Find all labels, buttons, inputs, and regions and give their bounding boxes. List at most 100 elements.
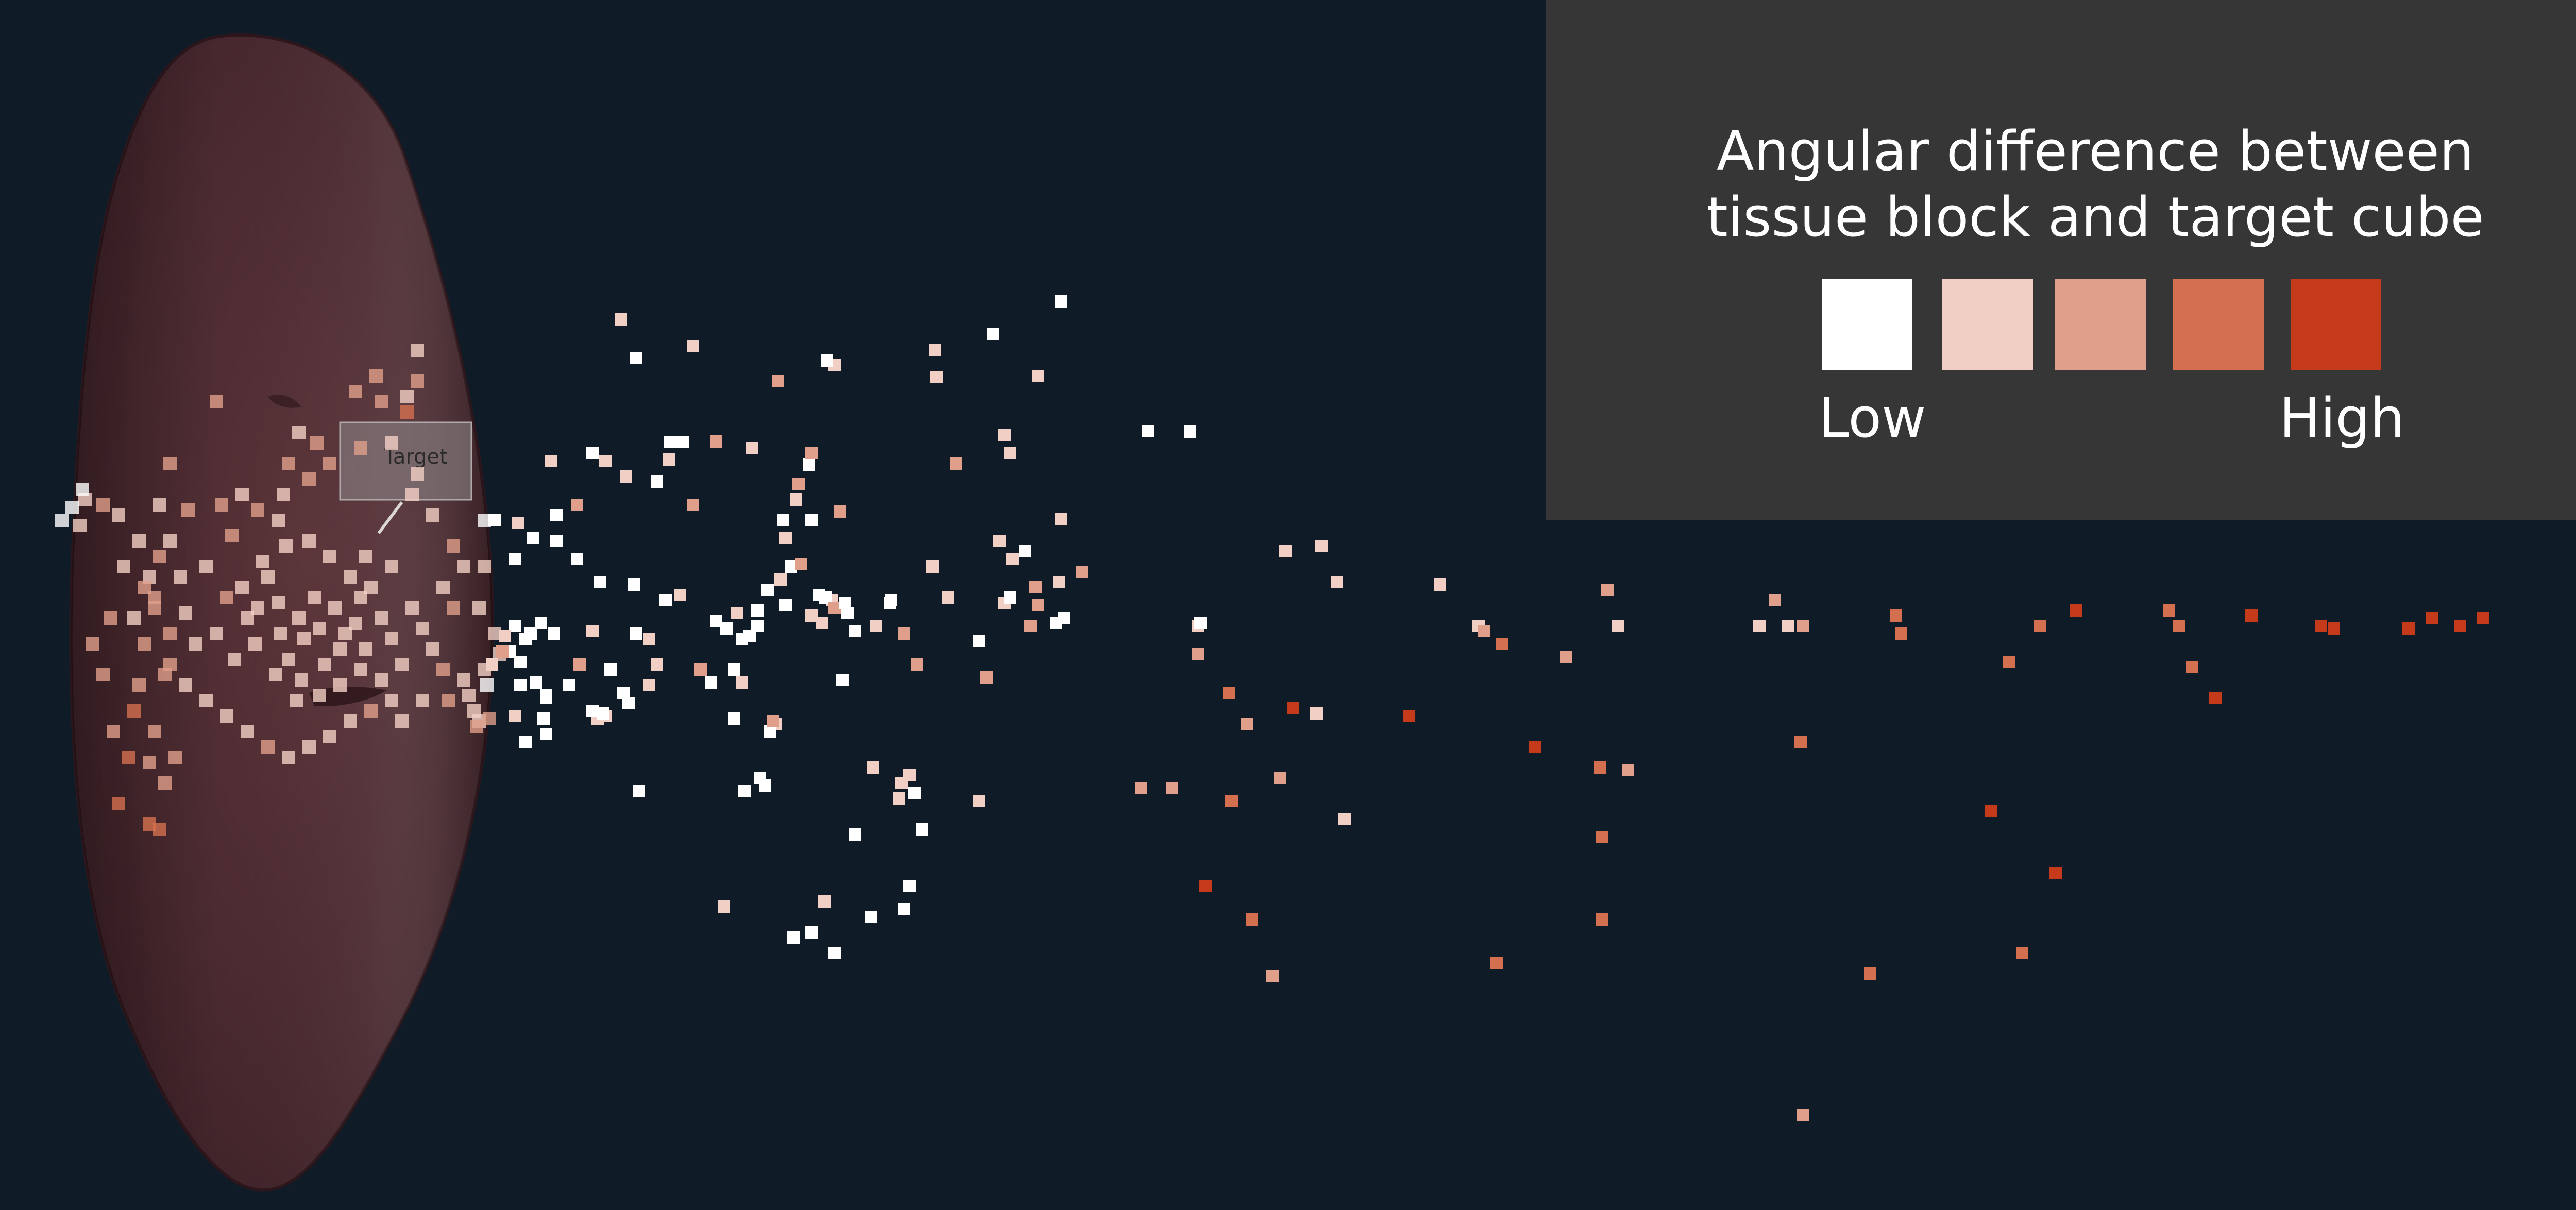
cluster-block-37 <box>235 581 249 594</box>
tissue-block-27 <box>1019 545 1031 557</box>
tissue-block-164 <box>530 676 542 689</box>
tissue-block-48 <box>908 787 921 799</box>
cluster-block-92 <box>220 709 233 723</box>
tissue-block-174 <box>643 679 655 691</box>
legend-title: Angular difference between tissue block … <box>1546 118 2576 250</box>
cluster-block-19 <box>338 627 352 640</box>
tissue-block-12 <box>676 436 689 448</box>
tissue-block-71 <box>1194 617 1207 629</box>
cluster-block-89 <box>282 751 295 764</box>
tissue-block-197 <box>599 455 612 467</box>
tissue-block-73 <box>1223 687 1235 699</box>
tissue-block-1 <box>615 313 627 326</box>
tissue-block-30 <box>1053 576 1065 588</box>
tissue-block-120 <box>1985 805 1997 817</box>
tissue-block-151 <box>849 625 861 637</box>
tissue-block-49 <box>916 823 928 836</box>
tissue-block-110 <box>2245 609 2258 622</box>
cluster-block-61 <box>199 560 213 573</box>
tissue-block-47 <box>903 769 916 781</box>
cluster-block-45 <box>132 678 146 692</box>
cluster-block-124 <box>292 426 306 439</box>
cluster-block-123 <box>400 390 414 403</box>
legend-low-label: Low <box>1819 386 1926 450</box>
organ-notch-mark <box>268 395 301 408</box>
cluster-block-106 <box>132 534 146 548</box>
tissue-block-34 <box>628 578 640 591</box>
cluster-block-59 <box>127 611 141 625</box>
tissue-block-19 <box>834 505 846 518</box>
tissue-block-137 <box>790 493 802 506</box>
cluster-block-11 <box>261 570 275 584</box>
tissue-block-155 <box>942 591 954 604</box>
cluster-block-94 <box>179 678 192 692</box>
cluster-block-121 <box>369 369 383 383</box>
tissue-block-102 <box>1794 736 1807 748</box>
cluster-block-2 <box>323 550 336 563</box>
tissue-block-119 <box>2209 692 2222 704</box>
cluster-block-117 <box>148 601 161 615</box>
cluster-block-98 <box>228 653 241 666</box>
cluster-block-34 <box>269 668 282 681</box>
tissue-block-87 <box>1594 761 1606 774</box>
tissue-block-101 <box>1769 594 1781 606</box>
cluster-block-77 <box>436 581 450 594</box>
tissue-block-31 <box>550 509 563 521</box>
tissue-block-188 <box>519 736 532 748</box>
tissue-block-205 <box>761 584 774 596</box>
tissue-block-88 <box>1622 764 1634 776</box>
tissue-block-192 <box>509 553 521 565</box>
cluster-block-9 <box>333 642 347 656</box>
tissue-block-29 <box>1029 581 1042 593</box>
cluster-block-139 <box>470 720 483 733</box>
tissue-block-208 <box>795 558 807 570</box>
tissue-block-159 <box>1024 620 1037 632</box>
cluster-block-90 <box>261 740 275 754</box>
cluster-block-91 <box>241 725 254 738</box>
tissue-block-158 <box>1050 617 1062 629</box>
cluster-block-58 <box>104 611 117 625</box>
tissue-block-63 <box>767 715 779 727</box>
tissue-block-17 <box>803 458 815 471</box>
tissue-block-104 <box>1895 627 1907 640</box>
cluster-block-85 <box>364 704 378 718</box>
cluster-block-73 <box>405 488 419 501</box>
tissue-block-91 <box>1490 957 1503 969</box>
tissue-block-195 <box>545 455 557 467</box>
cluster-block-100 <box>179 606 192 620</box>
tissue-block-25 <box>993 535 1006 547</box>
tissue-block-198 <box>571 499 583 511</box>
cluster-block-52 <box>112 797 125 810</box>
cluster-block-64 <box>277 488 290 501</box>
tissue-block-24 <box>926 560 939 573</box>
cluster-block-43 <box>138 637 151 651</box>
tissue-block-8 <box>930 371 943 383</box>
tissue-block-206 <box>774 573 787 586</box>
cluster-block-138 <box>480 678 494 692</box>
cluster-block-140 <box>462 689 476 702</box>
tissue-block-112 <box>2328 622 2340 635</box>
cluster-block-84 <box>385 694 398 707</box>
tissue-block-189 <box>540 728 552 740</box>
tissue-block-44 <box>867 761 879 774</box>
cluster-block-87 <box>323 730 336 743</box>
cluster-block-8 <box>375 611 388 625</box>
tissue-block-77 <box>1274 772 1286 784</box>
cluster-block-120 <box>349 385 362 398</box>
cluster-block-50 <box>158 776 172 790</box>
legend-swatch-4 <box>2173 279 2264 370</box>
tissue-block-28 <box>1032 599 1044 611</box>
cluster-block-81 <box>442 694 455 707</box>
tissue-block-69 <box>1331 576 1343 588</box>
tissue-block-37 <box>659 594 672 606</box>
cluster-block-128 <box>181 503 195 517</box>
target-cube-box <box>339 421 472 501</box>
tissue-block-203 <box>731 607 743 619</box>
tissue-block-83 <box>1199 880 1212 892</box>
tissue-block-126 <box>1279 545 1292 557</box>
tissue-block-85 <box>1266 970 1279 982</box>
tissue-block-142 <box>728 712 740 725</box>
tissue-block-76 <box>1310 707 1323 720</box>
cluster-block-4 <box>272 596 285 609</box>
tissue-block-81 <box>1166 782 1178 794</box>
